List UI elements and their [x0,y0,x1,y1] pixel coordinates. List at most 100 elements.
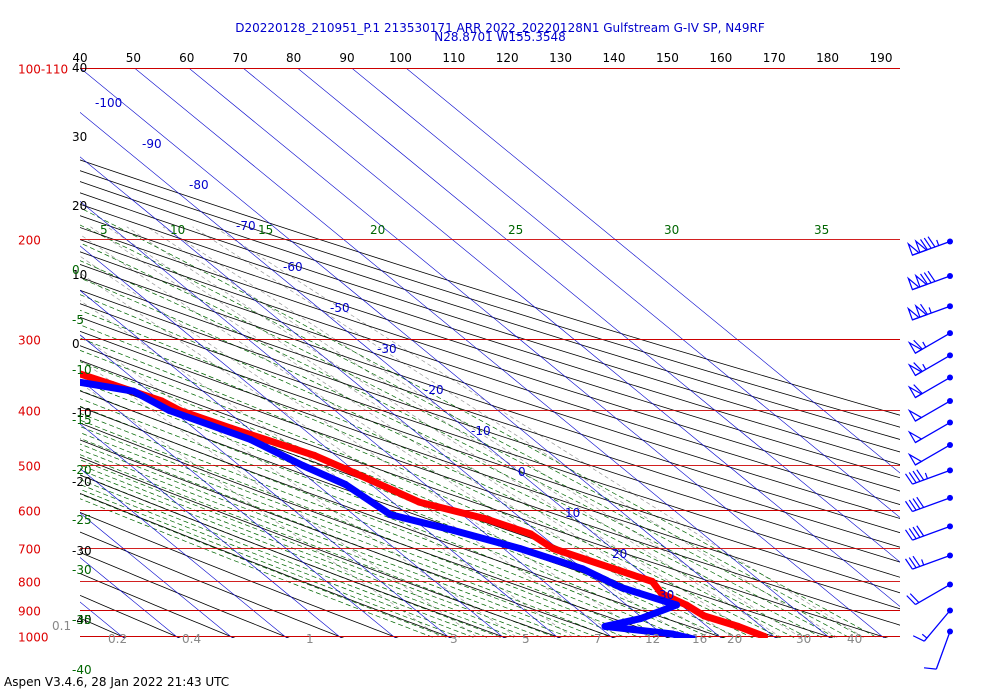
wind-barb [907,352,953,377]
chart-grid [0,56,900,649]
wind-barb-pennant [907,385,923,399]
dry-adiabat-line [80,316,900,594]
wind-barb-full [927,270,936,282]
wind-barb [906,303,953,321]
moist-adiabat-label: 10 [170,223,185,237]
moist-adiabat-line [80,309,796,638]
wind-barb-full [909,593,920,603]
isotherm-line [80,379,396,638]
moist-adiabat-line [80,419,642,638]
pressure-label-1000: 1000 [18,631,49,645]
moist-left-label: -10 [72,363,92,377]
footer-version: Aspen V3.4.6, 28 Jan 2022 21:43 UTC [4,675,230,689]
moist-adiabat-line [80,224,865,638]
isotherm-line [80,112,722,638]
dry-adiabat-label: 10 [565,506,580,520]
wind-barb-shaft [935,631,951,670]
moist-adiabat-line [80,443,586,638]
wind-barb [907,441,953,466]
moist-adiabat-line [80,459,545,638]
wind-barb-full [916,469,925,481]
height-label: 40 [72,61,87,75]
mixing-ratio-label: 7 [594,632,602,646]
wind-barb-pennant [906,306,921,321]
wind-barb-shaft [912,554,951,570]
dewpoint-profile-point [386,511,394,519]
dewpoint-profile-point [668,630,676,638]
wind-barb-full [920,239,928,251]
temperature-f-tick: 80 [286,51,301,65]
dry-adiabat-label: -50 [330,301,350,315]
moist-adiabat-line [80,242,851,638]
mixing-ratio-label: 1 [306,632,314,646]
isotherm-line [0,56,28,649]
wind-barb-full [927,236,936,248]
sounding-profiles [80,370,768,638]
pressure-label-700: 700 [18,543,41,557]
wind-barb [923,628,953,670]
dewpoint-profile-point [673,601,681,609]
wind-barb [912,607,953,642]
dewpoint-profile-point [165,407,173,414]
temperature-profile-point [356,471,364,479]
chart-title: D20220128_210951_P.1 213530171 ARR 2022_… [235,21,765,35]
moist-left-label: -40 [72,663,92,677]
mixing-ratio-line [90,226,715,638]
wind-barb-full [908,499,917,511]
temperature-profile-point [415,498,423,506]
wind-barbs [904,236,953,670]
dewpoint-profile-point [449,526,457,534]
wind-barb-full [912,555,921,567]
dry-adiabat-label: -90 [142,137,162,151]
mixing-ratio-label: 40 [847,632,862,646]
dewpoint-profile-point [299,462,307,469]
moist-left-label: -25 [72,513,92,527]
mixing-ratio-line [162,226,803,638]
dry-adiabat-line [80,289,900,563]
moist-adiabat-line [80,438,600,638]
isotherm-line [80,334,451,638]
wind-barb-shaft [912,525,951,541]
dry-adiabat-label: -10 [471,424,491,438]
wind-barb-full [912,470,921,482]
dry-adiabat-line [80,511,399,638]
dry-adiabat-line [80,345,900,626]
wind-barb-pennant [907,363,923,377]
dry-adiabat-label: -80 [189,178,209,192]
dry-adiabat-line [80,359,889,638]
moist-adiabat-line [80,469,518,638]
isotherm-line [80,512,234,638]
wind-barb-full [912,635,925,642]
wind-barb-pennant [906,276,921,291]
dry-adiabat-line [80,330,900,610]
wind-barb-full [916,525,925,537]
temperature-f-tick: 120 [496,51,519,65]
wind-barb-full [908,472,917,484]
wind-barb-full [920,303,928,315]
wind-barb-full [923,272,932,284]
mixing-ratio-label: 30 [796,632,811,646]
isotherm-line [80,290,505,638]
dry-adiabat-line [80,456,562,638]
dry-adiabat-line [80,617,127,638]
moist-adiabat-line [80,426,628,638]
moist-adiabat-line [80,498,436,638]
temperature-f-tick: 150 [656,51,679,65]
temperature-f-tick: 90 [339,51,354,65]
isotherm-line [405,68,900,474]
height-label: 20 [72,199,87,213]
mixing-ratio-label: 20 [727,632,742,646]
temperature-f-tick: 180 [816,51,839,65]
wind-barb-shaft [923,610,951,642]
pressure-label-500: 500 [18,460,41,474]
temperature-profile-point [761,633,768,638]
pressure-label-900: 900 [18,605,41,619]
wind-barb-half [924,472,929,479]
moist-adiabat-line [80,488,463,638]
wind-barb-pennant [907,430,923,444]
dry-adiabat-line [80,181,900,440]
temperature-profile-point [682,601,690,609]
pressure-label-300: 300 [18,334,41,348]
wind-barb-full [906,595,916,605]
wind-barb-half [921,559,925,566]
